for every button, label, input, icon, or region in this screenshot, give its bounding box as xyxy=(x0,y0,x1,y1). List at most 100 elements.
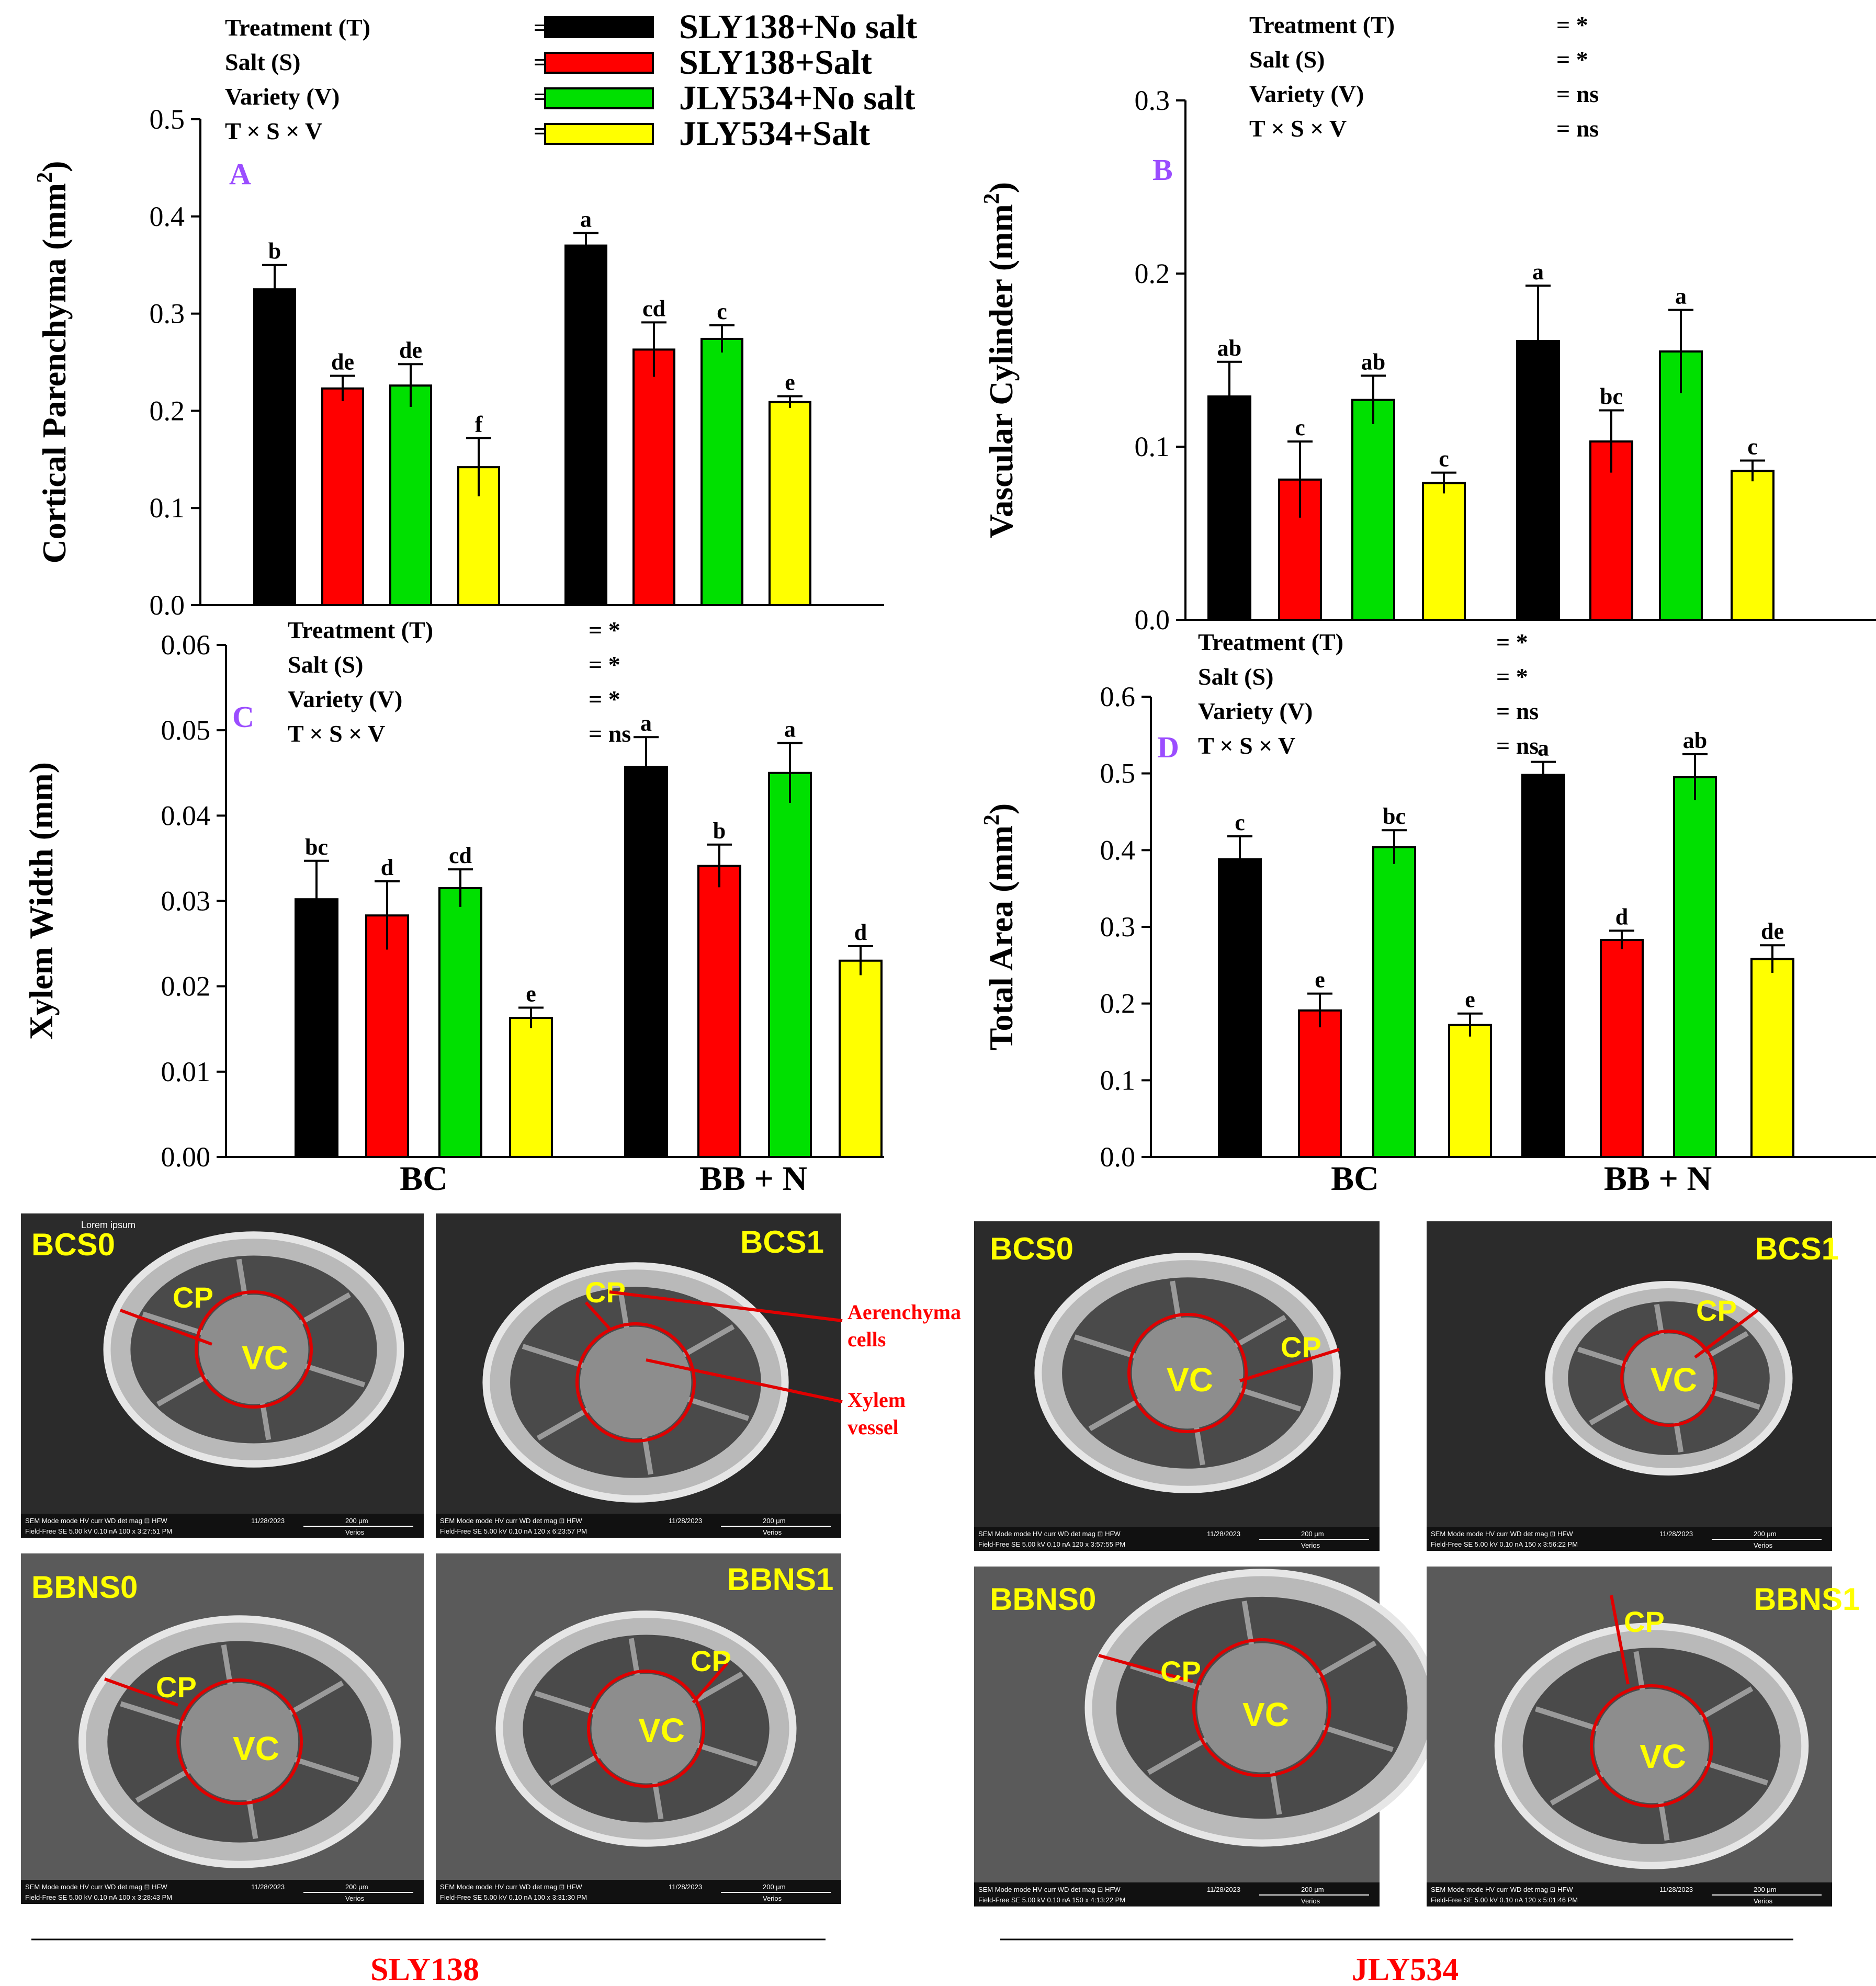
aerenchyma-label: Aerenchyma xyxy=(847,1300,961,1324)
sem-footer-date: 11/28/2023 xyxy=(1659,1886,1693,1893)
significance-letter: b xyxy=(713,818,726,844)
cp-label: CP xyxy=(1624,1605,1665,1638)
cp-pointer-line xyxy=(1098,1654,1193,1683)
sem-footer-brand: Verios xyxy=(345,1528,365,1536)
legend-label: JLY534+Salt xyxy=(679,115,870,153)
stats-significance: = ns xyxy=(1496,732,1539,759)
sem-annotations: Aerenchyma cells Xylem vessel xyxy=(609,1290,961,1439)
y-tick-label: 0.04 xyxy=(161,800,211,831)
significance-letter: c xyxy=(1295,415,1305,440)
bar xyxy=(509,1017,553,1158)
bar xyxy=(1218,858,1262,1158)
y-tick-label: 0.2 xyxy=(1100,988,1136,1019)
sem-footer-line1: SEM Mode mode HV curr WD det mag ⊡ HFW xyxy=(978,1530,1121,1538)
y-tick-label: 0.4 xyxy=(1100,834,1136,866)
significance-letter: c xyxy=(717,299,727,324)
chart-c-letter: C xyxy=(232,700,254,734)
legend-label: JLY534+No salt xyxy=(679,79,915,117)
sem-footer-scale: 200 μm xyxy=(1301,1530,1324,1538)
sem-footer-scale: 200 μm xyxy=(345,1517,368,1525)
significance-letter: e xyxy=(785,370,795,395)
stats-term: Variety (V) xyxy=(225,83,340,110)
sem-panel-j-bbns1: CP VC BBNS1 SEM Mode mode HV curr WD det ma… xyxy=(1427,1567,1860,1906)
stats-significance: = ns xyxy=(1556,115,1599,142)
bar xyxy=(700,337,743,607)
chart-b-letter: B xyxy=(1152,153,1173,187)
y-tick-label: 0.6 xyxy=(1100,681,1136,712)
stats-term: T × S × V xyxy=(1198,732,1295,759)
cp-pointer-line xyxy=(1694,1309,1759,1359)
xylem-label: Xylem xyxy=(847,1388,906,1412)
stats-significance: = ns xyxy=(1496,698,1539,724)
significance-letter: f xyxy=(475,411,483,437)
significance-letter: a xyxy=(580,206,592,232)
bar xyxy=(624,766,668,1159)
significance-letter: e xyxy=(1465,987,1475,1013)
legend-swatch xyxy=(544,87,654,109)
cp-pointer-line xyxy=(119,1309,213,1346)
vc-marker-circle xyxy=(1127,1313,1248,1433)
chart-vascular-cylinder: B 0.0 0.1 0.2 0.3 Vascular Cylinder (mm2) ab a… xyxy=(980,12,1876,635)
vc-marker-circle xyxy=(1590,1684,1713,1808)
stats-term: Variety (V) xyxy=(1198,698,1313,724)
bar xyxy=(839,959,883,1158)
stats-term: Variety (V) xyxy=(288,686,402,712)
vascular-core xyxy=(199,1295,309,1404)
significance-letter: b xyxy=(268,239,281,264)
sem-footer-date: 11/28/2023 xyxy=(1207,1530,1240,1538)
significance-letter: a xyxy=(1675,283,1687,309)
chart-a-y-axis-label: Cortical Parenchyma (mm2) xyxy=(33,161,73,564)
sem-footer-line1: SEM Mode mode HV curr WD det mag ⊡ HFW xyxy=(25,1883,167,1891)
vascular-core xyxy=(1624,1333,1714,1423)
stats-term: Treatment (T) xyxy=(1249,12,1395,38)
bar xyxy=(1422,482,1466,621)
sem-footer-line2: Field-Free SE 5.00 kV 0.10 nA 100 x 3:28… xyxy=(25,1893,172,1901)
bar xyxy=(1731,470,1775,621)
stats-term: Variety (V) xyxy=(1249,81,1364,107)
bar xyxy=(768,771,812,1158)
bar xyxy=(564,244,607,607)
sem-footer-scale: 200 μm xyxy=(345,1883,368,1891)
cp-label: CP xyxy=(173,1281,213,1314)
aerenchyma-pointer xyxy=(609,1290,843,1322)
chart-xylem-width: C 0.00 0.01 0.02 0.03 0.04 0.05 0.06 Xylem Widt… xyxy=(22,617,884,1198)
stats-term: T × S × V xyxy=(288,720,385,747)
legend-swatch xyxy=(544,123,654,145)
stats-significance: = * xyxy=(1556,12,1588,38)
sem-footer-brand: Verios xyxy=(1301,1541,1320,1549)
bar xyxy=(1298,1009,1342,1159)
category-label: BB + N xyxy=(1604,1160,1712,1198)
legend-label: SLY138+No salt xyxy=(679,8,917,46)
y-tick-label: 0.5 xyxy=(150,104,185,135)
cp-pointer-line xyxy=(692,1662,729,1704)
vc-label: VC xyxy=(638,1711,685,1749)
sem-footer-line1: SEM Mode mode HV curr WD det mag ⊡ HFW xyxy=(978,1886,1121,1893)
y-tick-label: 0.2 xyxy=(150,395,185,426)
vc-label: VC xyxy=(1640,1738,1686,1775)
bar xyxy=(1600,938,1644,1159)
sem-panel-label: BBNS1 xyxy=(1754,1582,1860,1617)
sem-panel-label: BBNS1 xyxy=(727,1562,833,1597)
vascular-core xyxy=(580,1326,692,1438)
chart-total-area: D 0.0 0.1 0.2 0.3 0.4 0.5 0.6 Total Area (mm2) c… xyxy=(980,629,1876,1198)
y-tick-label: 0.1 xyxy=(150,492,185,524)
vc-label: VC xyxy=(1651,1361,1697,1399)
sem-footer-scale: 200 μm xyxy=(1301,1886,1324,1893)
sem-panel-label: BBNS0 xyxy=(990,1582,1096,1617)
y-tick-label: 0.1 xyxy=(1100,1064,1136,1096)
y-tick-label: 0.0 xyxy=(1135,604,1170,635)
y-tick-label: 0.0 xyxy=(150,589,185,621)
cp-pointer-line xyxy=(1239,1348,1340,1382)
sem-panel-label: BBNS0 xyxy=(31,1570,138,1605)
vc-marker-circle xyxy=(1620,1330,1717,1427)
stats-significance: = ns xyxy=(589,720,631,747)
stats-significance: = * xyxy=(1496,663,1528,690)
sem-panel-j-bbns0: CP VC BBNS0 SEM Mode mode HV curr WD det ma… xyxy=(974,1567,1439,1906)
y-tick-label: 0.0 xyxy=(1100,1141,1136,1173)
caption-sly138: SLY138 xyxy=(370,1952,479,1983)
bar xyxy=(1673,776,1717,1158)
y-tick-label: 0.06 xyxy=(161,629,211,661)
